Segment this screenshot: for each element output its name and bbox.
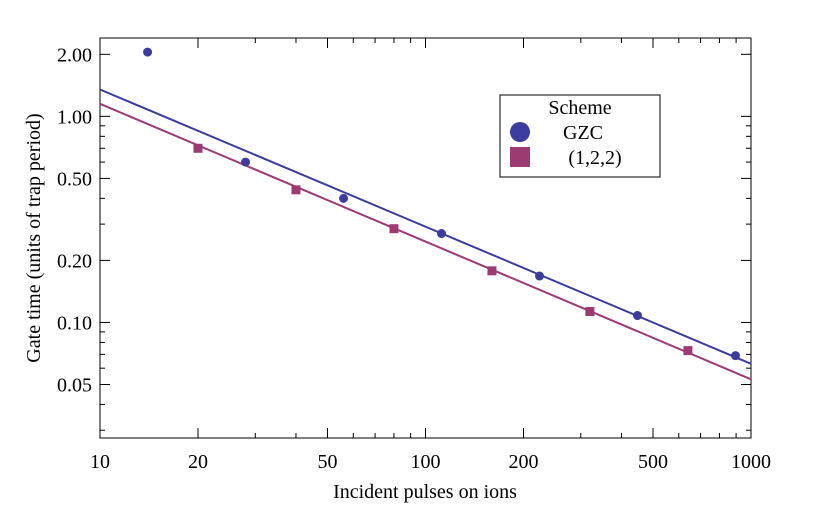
point-gzc (241, 157, 251, 167)
legend-122-label: (1,2,2) (568, 147, 621, 169)
point-gzc (437, 229, 447, 239)
point-gzc (535, 271, 545, 281)
x-tick-label: 200 (508, 451, 538, 473)
point-gzc (730, 351, 740, 361)
legend-title: Scheme (548, 97, 611, 119)
point-122 (193, 143, 203, 153)
y-tick-label: 0.50 (57, 168, 92, 190)
x-tick-label: 10 (90, 451, 110, 473)
y-tick-label: 1.00 (57, 106, 92, 128)
point-gzc (632, 311, 642, 321)
legend-122-marker (510, 147, 530, 167)
ticks: 10 20 50 100 200 500 1000 2.00 1.00 0.50 0.20 0.10 0… (57, 38, 771, 473)
fit-line-gzc (99, 88, 752, 365)
point-122 (389, 224, 399, 234)
point-122 (585, 307, 595, 317)
point-122 (291, 185, 301, 195)
point-gzc (143, 47, 153, 57)
fit-lines (99, 88, 752, 381)
point-gzc (339, 193, 349, 203)
x-tick-label: 1000 (731, 451, 771, 473)
y-tick-label: 2.00 (57, 44, 92, 66)
y-tick-label: 0.20 (57, 250, 92, 272)
x-tick-label: 20 (188, 451, 208, 473)
x-axis-title: Incident pulses on ions (333, 481, 517, 503)
y-axis-title: Gate time (units of trap period) (23, 113, 45, 362)
x-tick-label: 50 (318, 451, 338, 473)
y-tick-label: 0.10 (57, 312, 92, 334)
legend-gzc-marker (510, 122, 530, 142)
legend-gzc-label: GZC (563, 122, 603, 144)
fit-line-122 (99, 102, 752, 381)
point-122 (683, 346, 693, 356)
y-tick-label: 0.05 (57, 374, 92, 396)
legend: Scheme GZC (1,2,2) (499, 94, 661, 178)
x-tick-label: 100 (411, 451, 441, 473)
data-points (143, 47, 740, 361)
point-122 (487, 266, 497, 276)
x-tick-label: 500 (638, 451, 668, 473)
